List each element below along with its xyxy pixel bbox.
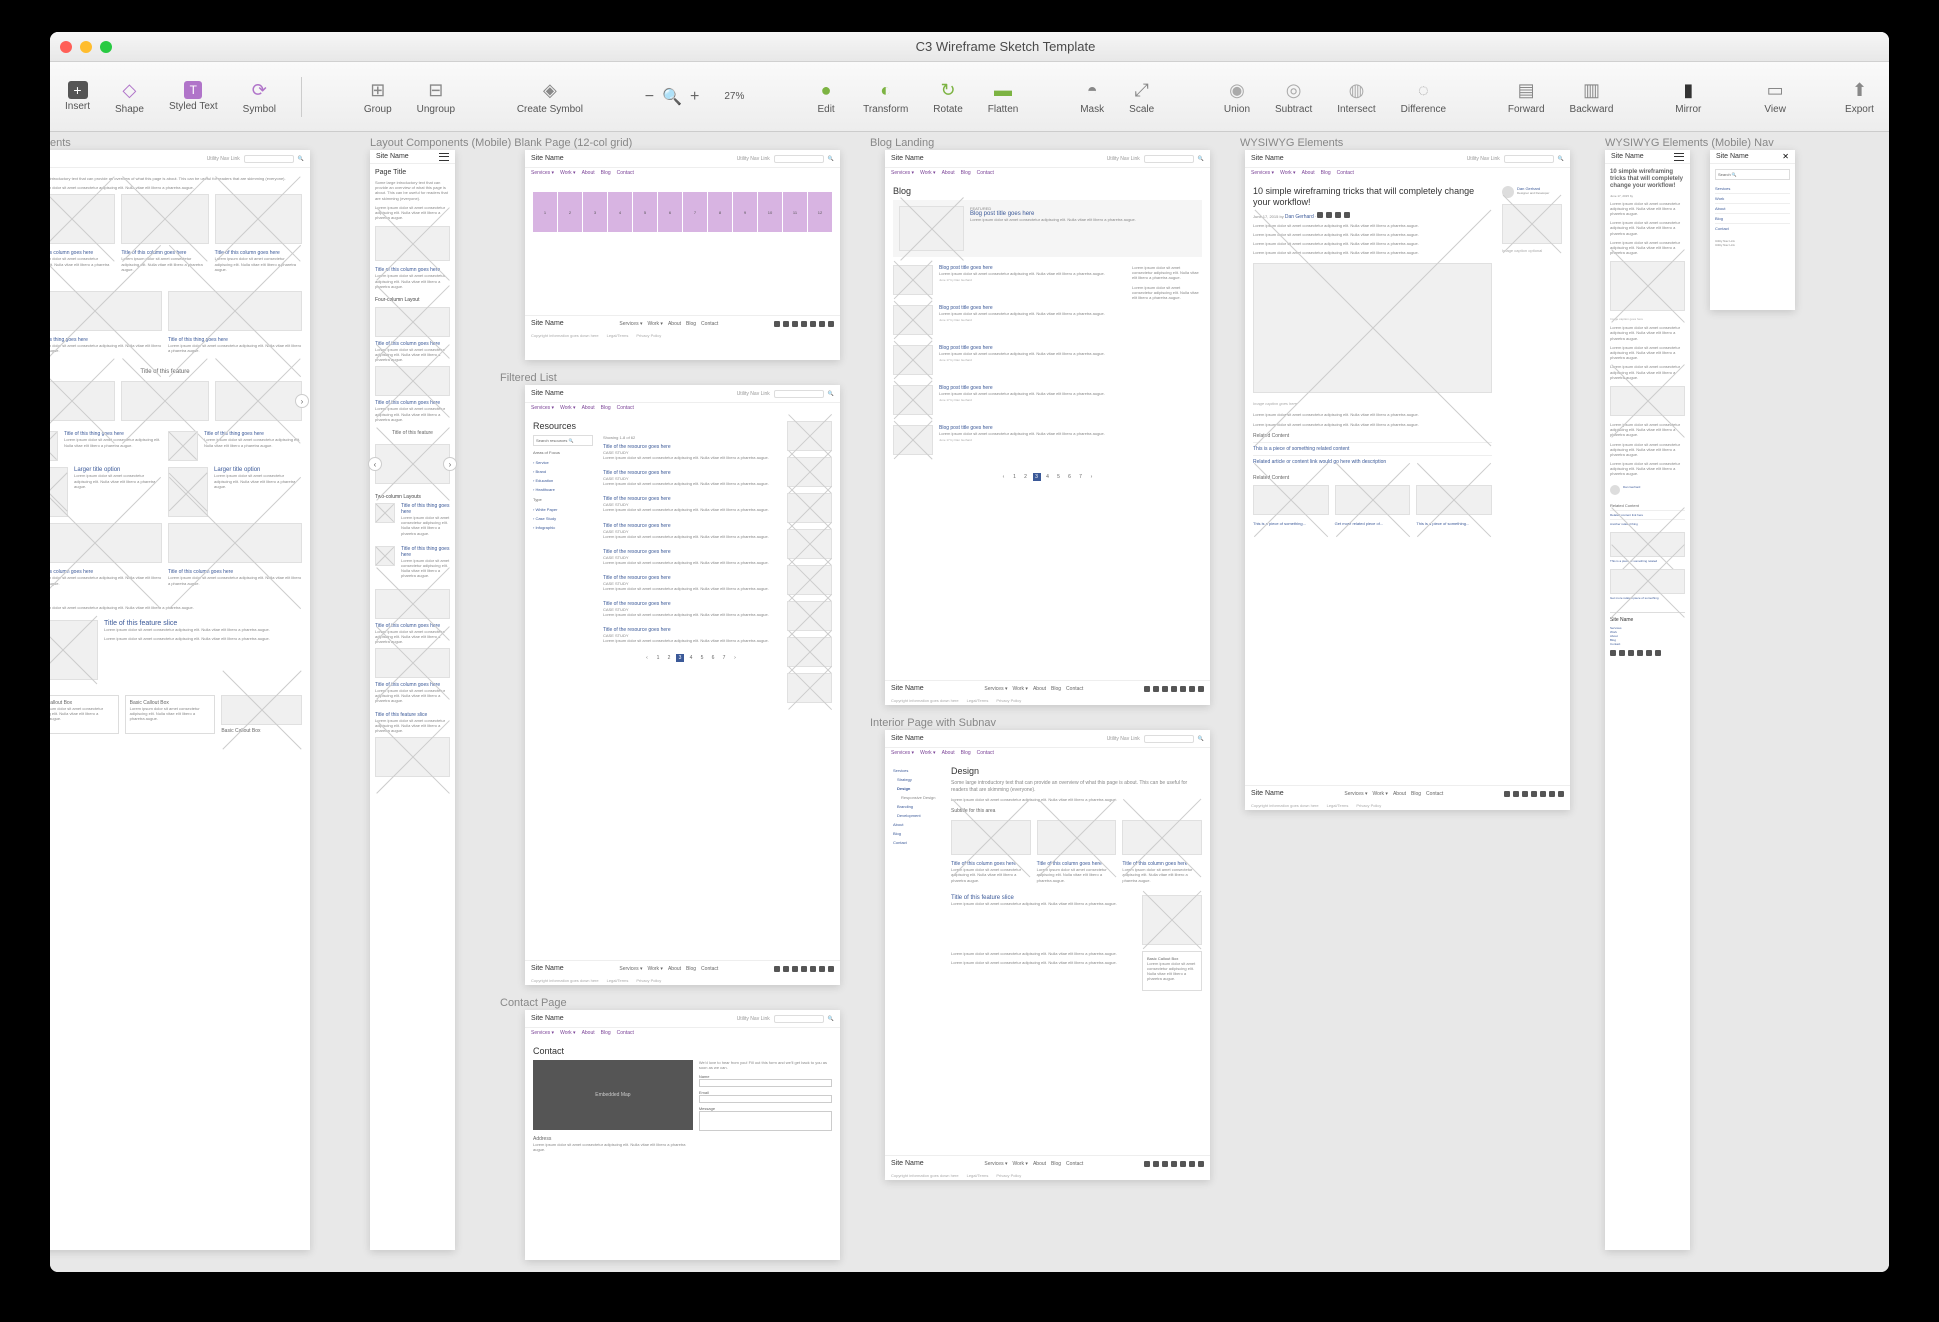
transform-icon: ◐: [874, 78, 898, 102]
mirror-tool[interactable]: ▮Mirror: [1675, 78, 1701, 115]
symbol-icon: ⟳: [247, 78, 271, 102]
scale-tool[interactable]: ⤢Scale: [1129, 78, 1154, 115]
insert-icon: +: [68, 81, 88, 99]
toolbar: + Insert ◇ Shape T Styled Text ⟳ Symbol …: [50, 62, 1889, 132]
group-tool[interactable]: ⊞ Group: [364, 78, 392, 115]
edit-tool[interactable]: ●Edit: [814, 78, 838, 115]
mirror-icon: ▮: [1676, 78, 1700, 102]
window-controls: [60, 41, 112, 53]
union-tool[interactable]: ◉Union: [1224, 78, 1250, 115]
forward-icon: ▤: [1514, 78, 1538, 102]
artboard-wysiwyg[interactable]: Site NameUtility Nav Link🔍 Services ▾Wor…: [1245, 150, 1570, 810]
symbol-tool[interactable]: ⟳ Symbol: [243, 78, 276, 115]
artboard-label: Filtered List: [500, 372, 557, 384]
zoom-level: 27%: [724, 91, 744, 102]
carousel-next[interactable]: ›: [295, 394, 309, 408]
shape-tool[interactable]: ◇ Shape: [115, 78, 144, 115]
flatten-tool[interactable]: ▬Flatten: [988, 78, 1019, 115]
flatten-icon: ▬: [991, 78, 1015, 102]
transform-tool[interactable]: ◐Transform: [863, 78, 908, 115]
view-icon: ▭: [1763, 78, 1787, 102]
artboard-label: Interior Page with Subnav: [870, 717, 996, 729]
artboard-blank-page[interactable]: Site NameUtility Nav Link🔍 Services ▾Wor…: [525, 150, 840, 360]
hamburger-icon[interactable]: [1674, 153, 1684, 161]
artboard-elements[interactable]: Utility Nav Link🔍 Some large introductor…: [50, 150, 310, 1250]
hamburger-icon[interactable]: [439, 153, 449, 161]
artboard-interior[interactable]: Site NameUtility Nav Link🔍 Services ▾Wor…: [885, 730, 1210, 1180]
text-tool[interactable]: T Styled Text: [169, 81, 218, 112]
carousel-next[interactable]: ›: [443, 457, 457, 471]
artboard-mobile-layout[interactable]: Site Name Page Title Some large introduc…: [370, 150, 455, 1250]
create-symbol-icon: ◈: [538, 78, 562, 102]
maximize-button[interactable]: [100, 41, 112, 53]
artboard-label: WYSIWYG Elements: [1240, 137, 1343, 149]
difference-icon: ◌: [1411, 78, 1435, 102]
message-input[interactable]: [699, 1111, 832, 1131]
zoom-icon: 🔍: [662, 87, 682, 107]
artboard-label: Layout Components (Mobile) Blank Page (1…: [370, 137, 632, 149]
group-icon: ⊞: [366, 78, 390, 102]
artboard-label: Blog Landing: [870, 137, 934, 149]
window-title: C3 Wireframe Sketch Template: [132, 39, 1879, 54]
close-button[interactable]: [60, 41, 72, 53]
backward-icon: ▥: [1579, 78, 1603, 102]
name-input[interactable]: [699, 1079, 832, 1087]
scale-icon: ⤢: [1130, 78, 1154, 102]
view-tool[interactable]: ▭View: [1763, 78, 1787, 115]
backward-tool[interactable]: ▥Backward: [1570, 78, 1614, 115]
artboard-nav-mobile[interactable]: Site Name✕ Search 🔍 Services Work About …: [1710, 150, 1795, 310]
zoom-in[interactable]: +: [690, 88, 699, 106]
text-icon: T: [184, 81, 202, 99]
edit-icon: ●: [814, 78, 838, 102]
artboard-label: ents: [50, 137, 71, 149]
ungroup-icon: ⊟: [424, 78, 448, 102]
subtract-icon: ◎: [1282, 78, 1306, 102]
email-input[interactable]: [699, 1095, 832, 1103]
app-window: C3 Wireframe Sketch Template + Insert ◇ …: [50, 32, 1889, 1272]
carousel-prev[interactable]: ‹: [368, 457, 382, 471]
difference-tool[interactable]: ◌Difference: [1401, 78, 1446, 115]
rotate-icon: ↻: [936, 78, 960, 102]
mask-tool[interactable]: ◓Mask: [1080, 78, 1104, 115]
ungroup-tool[interactable]: ⊟ Ungroup: [417, 78, 455, 115]
intersect-icon: ◍: [1344, 78, 1368, 102]
intersect-tool[interactable]: ◍Intersect: [1337, 78, 1375, 115]
grid-12col: 123456789101112: [533, 192, 832, 232]
minimize-button[interactable]: [80, 41, 92, 53]
artboard-filtered-list[interactable]: Site NameUtility Nav Link🔍 Services ▾Wor…: [525, 385, 840, 985]
artboard-wysiwyg-mobile[interactable]: Site Name 10 simple wireframing tricks t…: [1605, 150, 1690, 1250]
export-tool[interactable]: ⬆Export: [1845, 78, 1874, 115]
zoom-controls: − 🔍 +: [645, 87, 700, 107]
mask-icon: ◓: [1080, 78, 1104, 102]
forward-tool[interactable]: ▤Forward: [1508, 78, 1545, 115]
export-icon: ⬆: [1848, 78, 1872, 102]
zoom-out[interactable]: −: [645, 88, 654, 106]
rotate-tool[interactable]: ↻Rotate: [933, 78, 962, 115]
create-symbol-tool[interactable]: ◈ Create Symbol: [517, 78, 583, 115]
artboard-label: WYSIWYG Elements (Mobile) Nav: [1605, 137, 1774, 149]
canvas[interactable]: ents Utility Nav Link🔍 Some large introd…: [50, 132, 1889, 1272]
artboard-label: Contact Page: [500, 997, 567, 1009]
map-embed: Embedded Map: [533, 1060, 693, 1130]
subtract-tool[interactable]: ◎Subtract: [1275, 78, 1312, 115]
artboard-blog[interactable]: Site NameUtility Nav Link🔍 Services ▾Wor…: [885, 150, 1210, 705]
shape-icon: ◇: [117, 78, 141, 102]
insert-group[interactable]: + Insert: [65, 81, 90, 112]
titlebar: C3 Wireframe Sketch Template: [50, 32, 1889, 62]
artboard-contact[interactable]: Site NameUtility Nav Link🔍 Services ▾Wor…: [525, 1010, 840, 1260]
union-icon: ◉: [1225, 78, 1249, 102]
